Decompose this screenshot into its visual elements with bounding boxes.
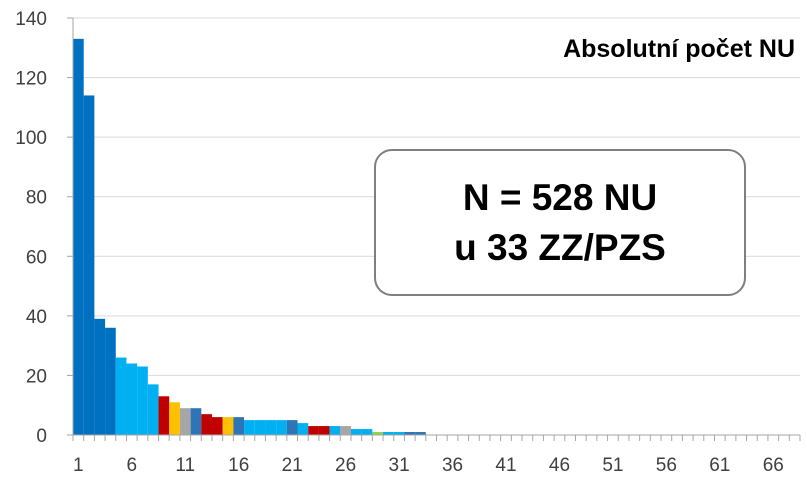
- annotation-box: N = 528 NU u 33 ZZ/PZS: [374, 149, 746, 296]
- bar: [393, 432, 405, 435]
- y-tick-label: 40: [26, 307, 47, 328]
- bars: [73, 38, 426, 435]
- bar: [147, 384, 159, 435]
- x-tick-label: 66: [763, 455, 784, 476]
- bar: [415, 432, 426, 435]
- x-tick-labels: 1 6 11 16 21 26 31 36 41 46 51 56 61 66: [73, 455, 784, 476]
- y-tick-label: 140: [15, 9, 47, 30]
- x-tick-label: 6: [127, 455, 138, 476]
- y-tick-label: 120: [15, 69, 47, 90]
- x-tick-label: 46: [549, 455, 570, 476]
- bar: [329, 426, 341, 435]
- bar: [222, 417, 234, 435]
- bar: [244, 420, 255, 435]
- x-tick-label: 31: [389, 455, 410, 476]
- bar: [137, 366, 148, 435]
- chart-title: Absolutní počet NU: [563, 35, 795, 63]
- bar: [83, 95, 95, 435]
- bar: [169, 402, 180, 435]
- bar: [276, 420, 287, 435]
- bar: [233, 417, 245, 435]
- bar: [73, 38, 84, 435]
- bar: [265, 420, 277, 435]
- y-tick-label: 20: [26, 366, 47, 387]
- x-tick-label: 16: [228, 455, 249, 476]
- bar: [158, 396, 170, 435]
- bar: [179, 408, 191, 435]
- x-tick-label: 51: [602, 455, 623, 476]
- bar: [94, 318, 106, 435]
- y-tick-label: 100: [15, 128, 47, 149]
- bar: [318, 426, 330, 435]
- bar: [404, 432, 416, 435]
- bar: [201, 414, 212, 435]
- x-tick-label: 61: [709, 455, 730, 476]
- bar: [211, 417, 223, 435]
- x-tick-label: 41: [495, 455, 516, 476]
- bar: [115, 357, 127, 435]
- bar: [372, 432, 384, 435]
- bar: [340, 426, 351, 435]
- x-tick-label: 56: [656, 455, 677, 476]
- axes: [67, 17, 801, 441]
- bar: [383, 432, 394, 435]
- bar: [190, 408, 202, 435]
- annotation-line-2: u 33 ZZ/PZS: [454, 226, 666, 268]
- bar: [126, 363, 138, 435]
- x-tick-label: 36: [442, 455, 463, 476]
- bar: [297, 423, 309, 435]
- y-tick-labels: 0 20 40 60 80 100 120 140: [15, 9, 47, 447]
- bar: [286, 420, 298, 435]
- x-tick-label: 1: [73, 455, 84, 476]
- bar: [308, 426, 319, 435]
- x-tick-label: 26: [335, 455, 356, 476]
- y-tick-label: 80: [26, 188, 47, 209]
- bar: [254, 420, 266, 435]
- y-tick-label: 60: [26, 247, 47, 268]
- y-tick-label: 0: [36, 426, 47, 447]
- bar: [105, 327, 116, 435]
- annotation-line-1: N = 528 NU: [462, 176, 658, 218]
- bar: [350, 429, 362, 435]
- x-tick-label: 21: [282, 455, 303, 476]
- bar: [361, 429, 373, 435]
- x-tick-label: 11: [175, 455, 195, 476]
